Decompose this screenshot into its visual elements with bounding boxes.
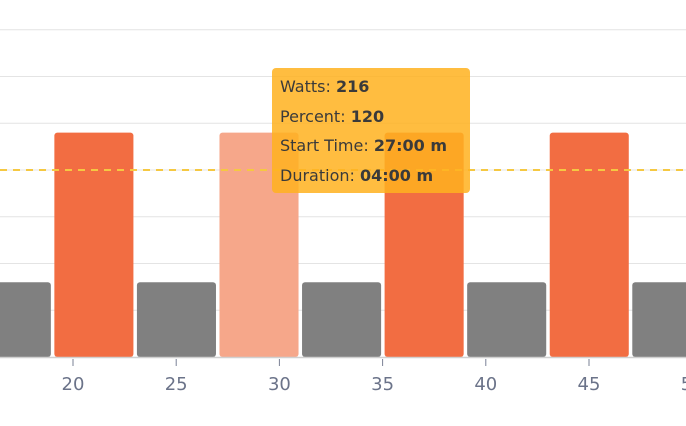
- tooltip-watts-value: 216: [335, 77, 370, 96]
- interval-bar[interactable]: [467, 282, 547, 357]
- interval-bar[interactable]: [632, 282, 686, 357]
- x-tick-label: 20: [62, 374, 85, 395]
- tooltip-percent: Percent: 120: [280, 106, 462, 136]
- tooltip-duration: Duration: 04:00 m: [280, 165, 462, 195]
- tooltip-watts: Watts: 216: [280, 76, 462, 106]
- tooltip-start-label: Start Time:: [280, 136, 374, 155]
- interval-bar[interactable]: [136, 282, 216, 357]
- interval-bar[interactable]: [302, 282, 382, 357]
- x-tick-label: 25: [165, 374, 188, 395]
- tooltip-percent-value: 120: [350, 106, 385, 126]
- x-tick-label: 50: [681, 374, 686, 395]
- x-tick-label: 35: [371, 374, 394, 395]
- tooltip-start-value: 27:00 m: [373, 136, 447, 155]
- interval-bar[interactable]: [549, 132, 629, 357]
- tooltip-duration-label: Duration:: [280, 165, 360, 185]
- x-tick-label: 45: [578, 374, 601, 395]
- tooltip-start: Start Time: 27:00 m: [280, 135, 462, 165]
- interval-bar[interactable]: [0, 282, 51, 357]
- tooltip-watts-label: Watts:: [280, 77, 336, 96]
- x-tick-label: 40: [474, 374, 497, 395]
- x-tick-label: 30: [268, 374, 291, 395]
- bar-tooltip: Watts: 216 Percent: 120 Start Time: 27:0…: [272, 68, 470, 193]
- tooltip-duration-value: 04:00 m: [359, 165, 434, 185]
- tooltip-percent-label: Percent:: [280, 106, 351, 126]
- interval-bar[interactable]: [54, 132, 134, 357]
